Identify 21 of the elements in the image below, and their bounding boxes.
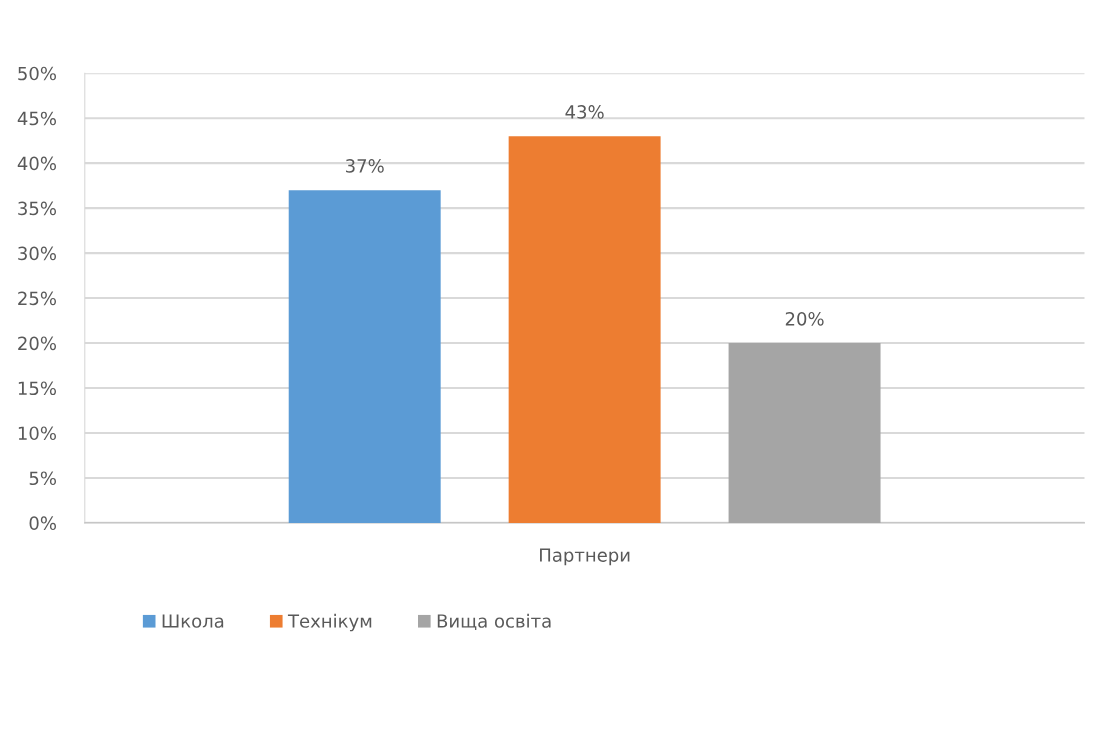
data-label: 37% [346,159,384,173]
y-tick-label: 45% [17,111,56,126]
legend-label: Школа [162,614,224,628]
y-tick-label: 0% [29,516,56,531]
bar [508,136,661,523]
y-tick-label: 25% [18,291,56,306]
bar [728,343,881,523]
x-tick-label: Партнери [540,548,630,566]
y-tick-label: 10% [18,426,56,441]
bar [288,190,441,523]
legend-label: Технікум [287,613,372,632]
y-tick-label: 15% [18,381,56,396]
y-tick-label: 5% [29,471,56,486]
data-label: 20% [785,311,824,326]
y-tick-label: 30% [18,246,56,261]
y-tick-label: 35% [18,201,56,216]
y-tick-label: 40% [17,156,56,171]
legend-label: Вища освіта [437,613,551,631]
data-label: 43% [565,105,604,119]
y-tick-label: 50% [18,66,56,81]
y-tick-label: 20% [18,336,56,351]
